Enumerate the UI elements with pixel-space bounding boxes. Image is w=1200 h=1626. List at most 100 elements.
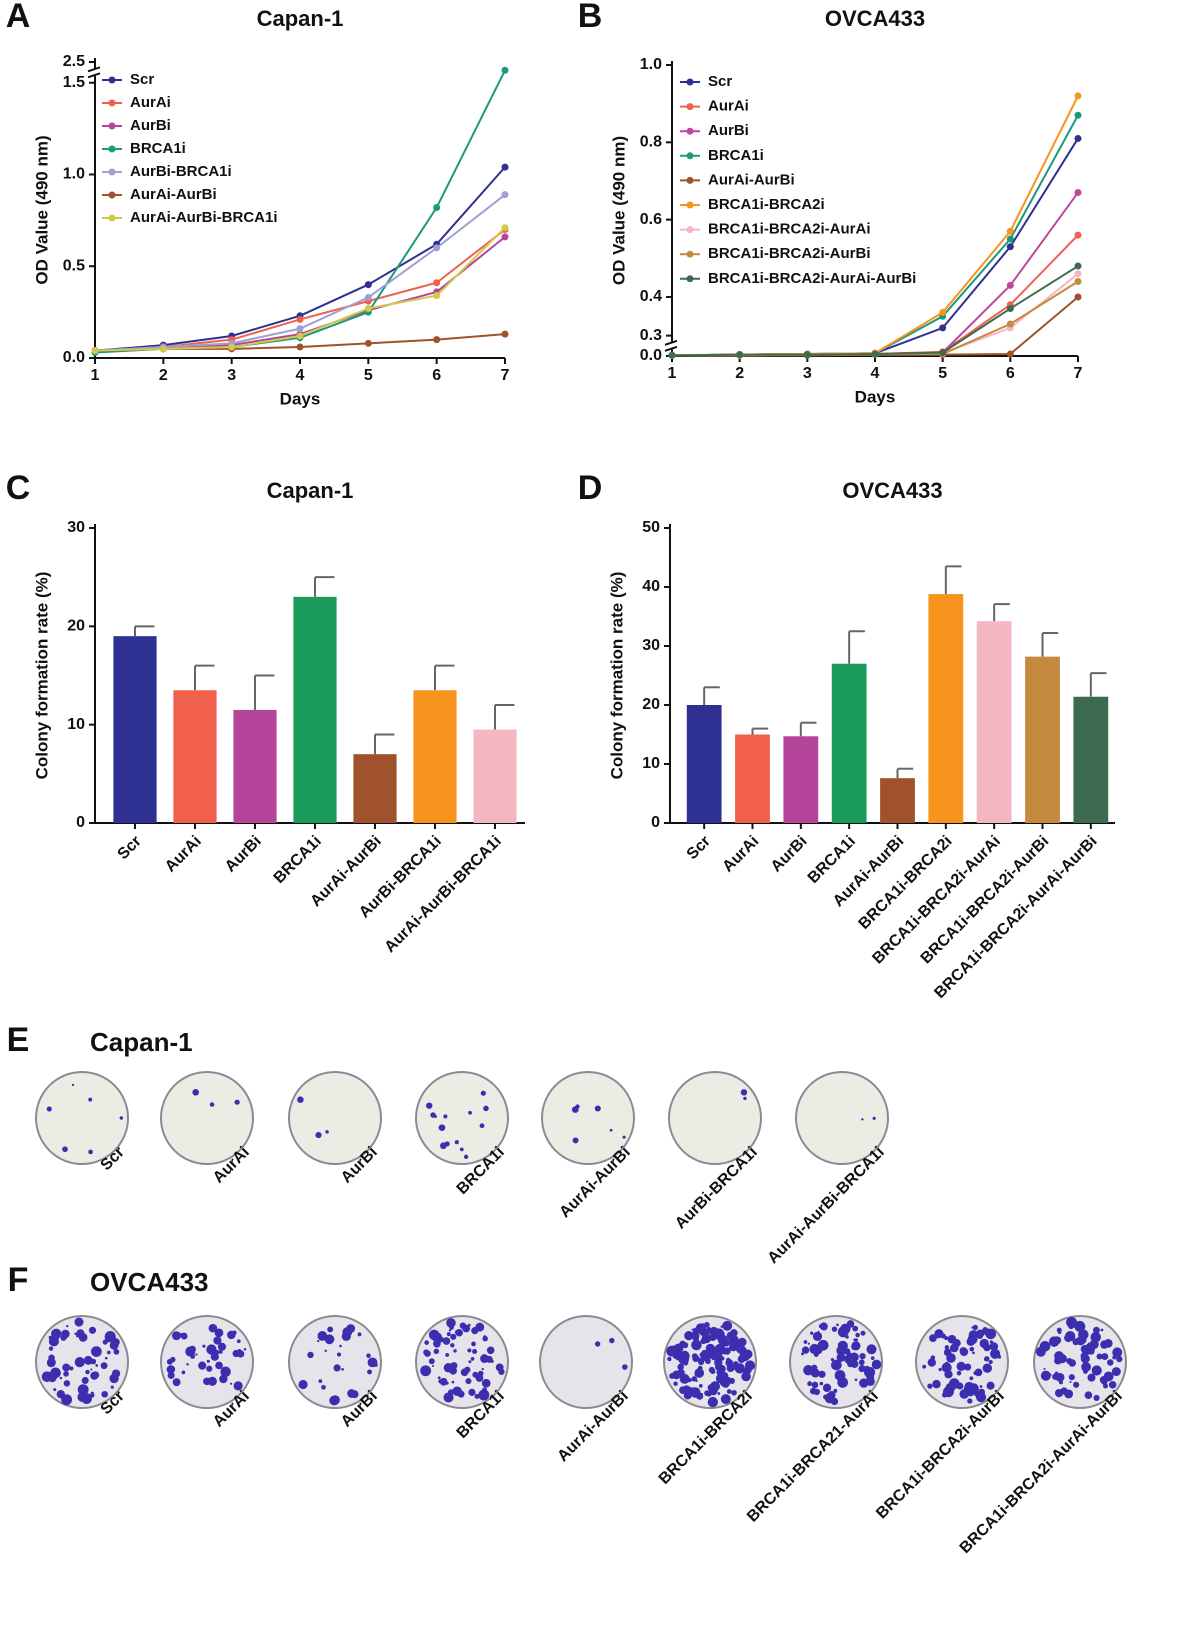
colony	[166, 1365, 176, 1374]
colony	[233, 1381, 243, 1391]
colony	[819, 1322, 828, 1331]
axis-break	[87, 72, 101, 79]
colony	[803, 1340, 808, 1344]
colony	[198, 1361, 207, 1370]
x-tick-label: AurAi	[719, 833, 762, 876]
colony	[426, 1102, 433, 1109]
colony	[694, 1368, 705, 1378]
colony	[486, 1346, 495, 1355]
colony	[1053, 1336, 1062, 1345]
colony	[979, 1385, 983, 1388]
colony	[483, 1105, 489, 1112]
colony	[74, 1332, 77, 1335]
bar	[831, 663, 867, 823]
colony	[1077, 1335, 1087, 1345]
data-point	[433, 244, 441, 252]
colony	[1073, 1381, 1080, 1388]
colony	[730, 1329, 738, 1337]
panel-label: C	[6, 469, 31, 507]
colony	[859, 1378, 869, 1388]
legend-marker	[686, 250, 694, 258]
colony	[77, 1384, 89, 1396]
colony	[990, 1348, 1001, 1359]
colony	[438, 1124, 446, 1132]
colony	[232, 1330, 237, 1335]
colony	[446, 1332, 451, 1337]
colony	[48, 1346, 54, 1351]
colony	[858, 1364, 866, 1373]
data-point	[364, 293, 372, 301]
colony	[324, 1334, 335, 1345]
colony	[81, 1376, 89, 1385]
colony	[938, 1367, 942, 1372]
colony	[192, 1089, 199, 1096]
x-tick-label: 5	[364, 367, 373, 384]
colony	[861, 1118, 864, 1121]
data-point	[1006, 227, 1014, 235]
colony	[1112, 1347, 1123, 1358]
colony	[934, 1329, 944, 1339]
colony	[855, 1332, 860, 1338]
colony	[720, 1356, 725, 1361]
colony	[717, 1392, 721, 1395]
colony	[666, 1345, 678, 1357]
data-point	[939, 308, 947, 316]
colony	[673, 1381, 678, 1386]
culture-dish	[35, 1071, 129, 1165]
colony	[726, 1389, 732, 1394]
colony	[726, 1357, 731, 1363]
bar	[1025, 656, 1060, 823]
colony	[1069, 1380, 1072, 1384]
colony	[455, 1328, 463, 1337]
colony	[336, 1352, 342, 1357]
colony	[327, 1326, 334, 1333]
x-tick-label: 7	[501, 367, 510, 384]
colony	[367, 1369, 372, 1375]
legend-marker	[686, 127, 694, 135]
data-point	[1006, 305, 1014, 313]
colony	[945, 1382, 956, 1393]
y-tick-label: 0.8	[640, 134, 662, 151]
colony	[1101, 1353, 1109, 1361]
colony	[298, 1379, 308, 1390]
colony	[819, 1370, 825, 1376]
legend-label: Scr	[130, 71, 154, 88]
data-point	[433, 292, 441, 300]
colony	[46, 1106, 52, 1112]
chart-title: OVCA433	[825, 6, 925, 31]
chart-title: Capan-1	[257, 6, 344, 31]
colony	[692, 1354, 700, 1363]
colony	[674, 1373, 680, 1379]
colony	[718, 1365, 724, 1372]
dish-label: BRCA1i-BRCA2i-AurBi	[873, 1388, 1008, 1523]
data-point	[939, 349, 947, 357]
colony	[679, 1350, 690, 1362]
legend-label: AurBi	[708, 122, 749, 139]
colony	[48, 1335, 53, 1340]
y-tick-label: 20	[67, 618, 85, 635]
colony	[1081, 1351, 1086, 1356]
colony	[63, 1371, 69, 1377]
colony	[90, 1358, 97, 1365]
colony	[1111, 1367, 1121, 1377]
x-tick-label: 2	[159, 367, 168, 384]
colony	[62, 1363, 71, 1372]
colony	[109, 1373, 119, 1384]
y-axis-label: OD Value (490 nm)	[32, 135, 51, 284]
colony	[681, 1356, 684, 1359]
colony	[475, 1322, 485, 1332]
colony	[720, 1394, 731, 1405]
colony	[967, 1398, 973, 1404]
colony	[622, 1364, 628, 1370]
colony	[975, 1391, 984, 1400]
panel-title: OVCA433	[90, 1267, 209, 1297]
colony	[428, 1358, 435, 1365]
colony	[964, 1363, 972, 1371]
colony	[707, 1396, 718, 1408]
colony	[430, 1112, 436, 1118]
colony	[690, 1387, 701, 1398]
data-point	[501, 224, 509, 232]
colony	[695, 1379, 698, 1382]
colony	[701, 1349, 708, 1356]
legend-marker	[108, 122, 116, 130]
